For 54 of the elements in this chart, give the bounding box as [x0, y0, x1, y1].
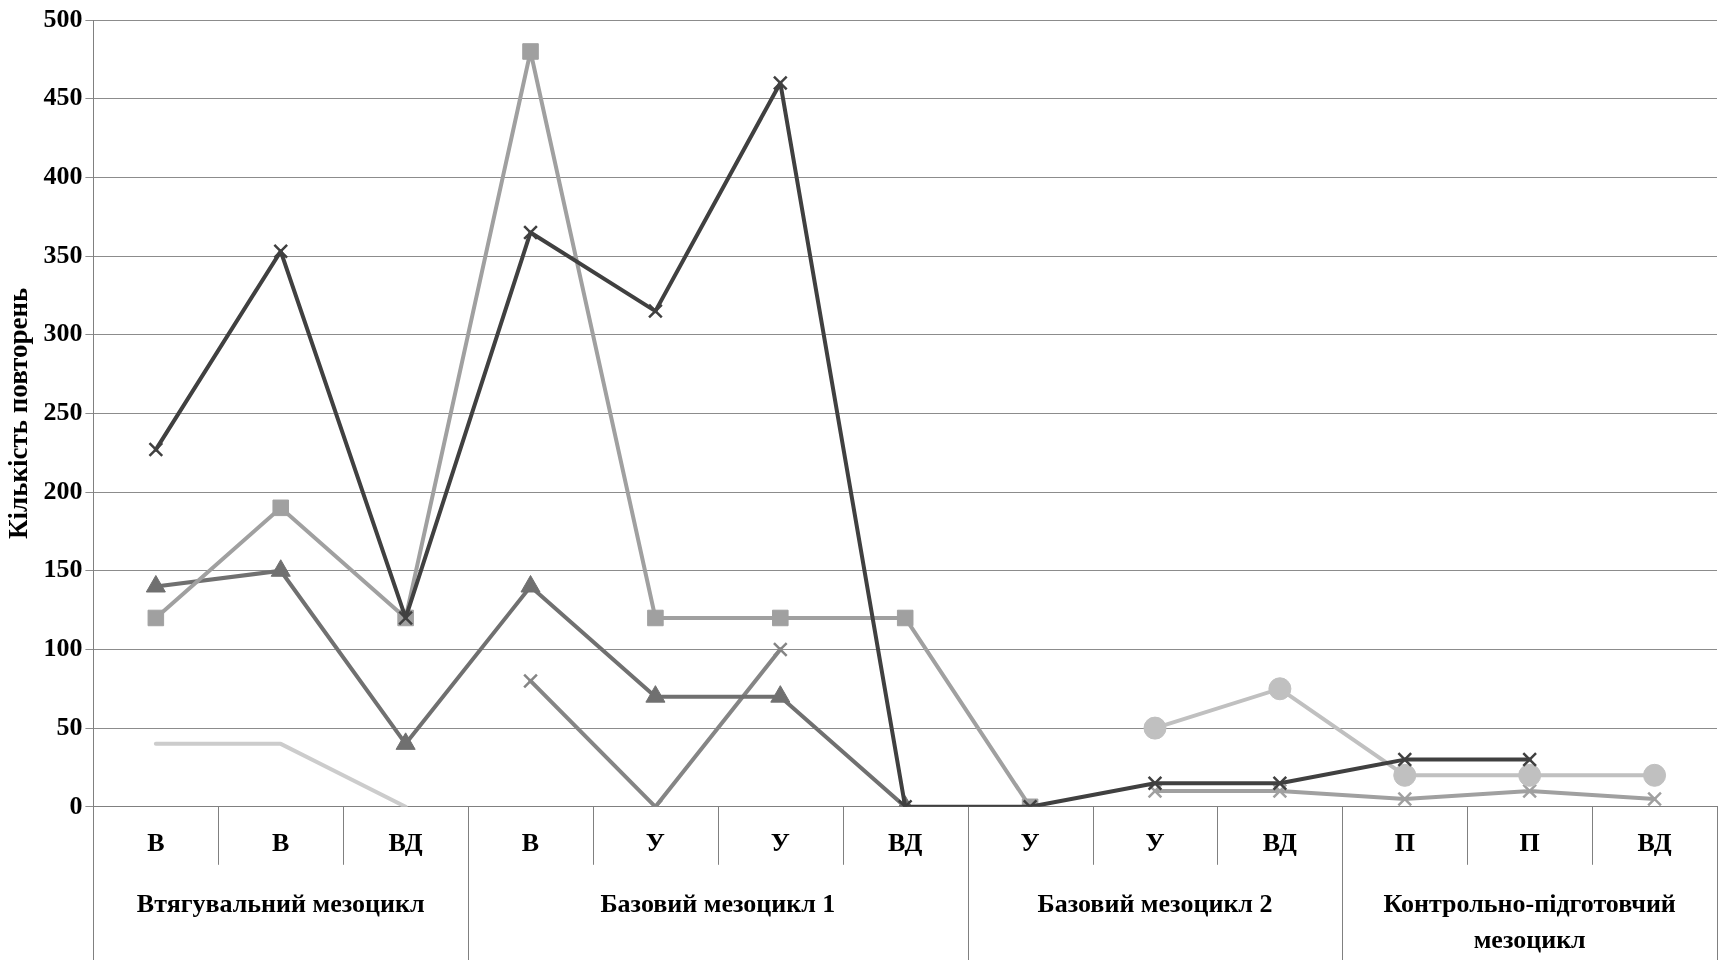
y-tick-label: 400: [43, 161, 83, 191]
x-tick-label: П: [1519, 828, 1540, 858]
x-tick-label: П: [1394, 828, 1415, 858]
text: Втягувальний мезоцикл: [136, 888, 425, 918]
x-tick-label: ВД: [1637, 828, 1672, 858]
x-tick-label: В: [147, 828, 165, 858]
y-tick-label: 200: [43, 475, 83, 505]
point: [1518, 763, 1542, 787]
x-tick-label: У: [1145, 828, 1165, 858]
point: [1272, 775, 1288, 791]
point: [522, 43, 539, 60]
point: [1268, 677, 1292, 701]
text: Базовий мезоцикл 2: [1037, 888, 1273, 918]
point: [772, 75, 788, 91]
point: [1147, 775, 1163, 791]
x-tick-label: ВД: [388, 828, 423, 858]
y-tick-label: 350: [43, 239, 83, 269]
y-axis-title: Кількість повторень: [3, 287, 34, 540]
point: [772, 609, 789, 627]
y-tick-label: 150: [43, 554, 83, 584]
point: [1522, 783, 1538, 799]
y-tick-label: 450: [43, 82, 83, 112]
point: [896, 609, 914, 627]
y-tick-label: 100: [43, 633, 83, 663]
point: [522, 673, 539, 689]
y-tick-label: 500: [43, 3, 83, 33]
point: [772, 641, 788, 658]
x-tick-label: ВД: [888, 828, 923, 858]
x-tick-label: В: [272, 828, 290, 858]
point: [1143, 716, 1167, 740]
x-tick-label: В: [521, 828, 540, 858]
point: [1397, 751, 1413, 768]
y-tick-label: 250: [43, 397, 83, 427]
x-tick-label: У: [1020, 828, 1040, 858]
point: [1522, 751, 1538, 768]
point: [647, 303, 664, 319]
y-tick-label: 50: [56, 711, 83, 741]
point: [147, 609, 165, 627]
point: [647, 609, 664, 627]
y-tick-label: 0: [69, 790, 83, 820]
point: [522, 224, 539, 241]
point: [273, 243, 289, 259]
text: Контрольно-підготовчий мезоцикл: [1383, 888, 1676, 954]
point: [272, 499, 290, 517]
point: [1397, 791, 1413, 807]
point: [148, 441, 164, 458]
point: [1646, 791, 1663, 807]
point: [1393, 763, 1417, 787]
y-tick-label: 300: [43, 318, 83, 348]
x-tick-label: ВД: [1262, 828, 1298, 858]
x-tick-label: У: [770, 828, 790, 858]
point: [1643, 763, 1667, 787]
text: Базовий мезоцикл 1: [600, 888, 836, 918]
x-tick-label: У: [645, 828, 665, 858]
